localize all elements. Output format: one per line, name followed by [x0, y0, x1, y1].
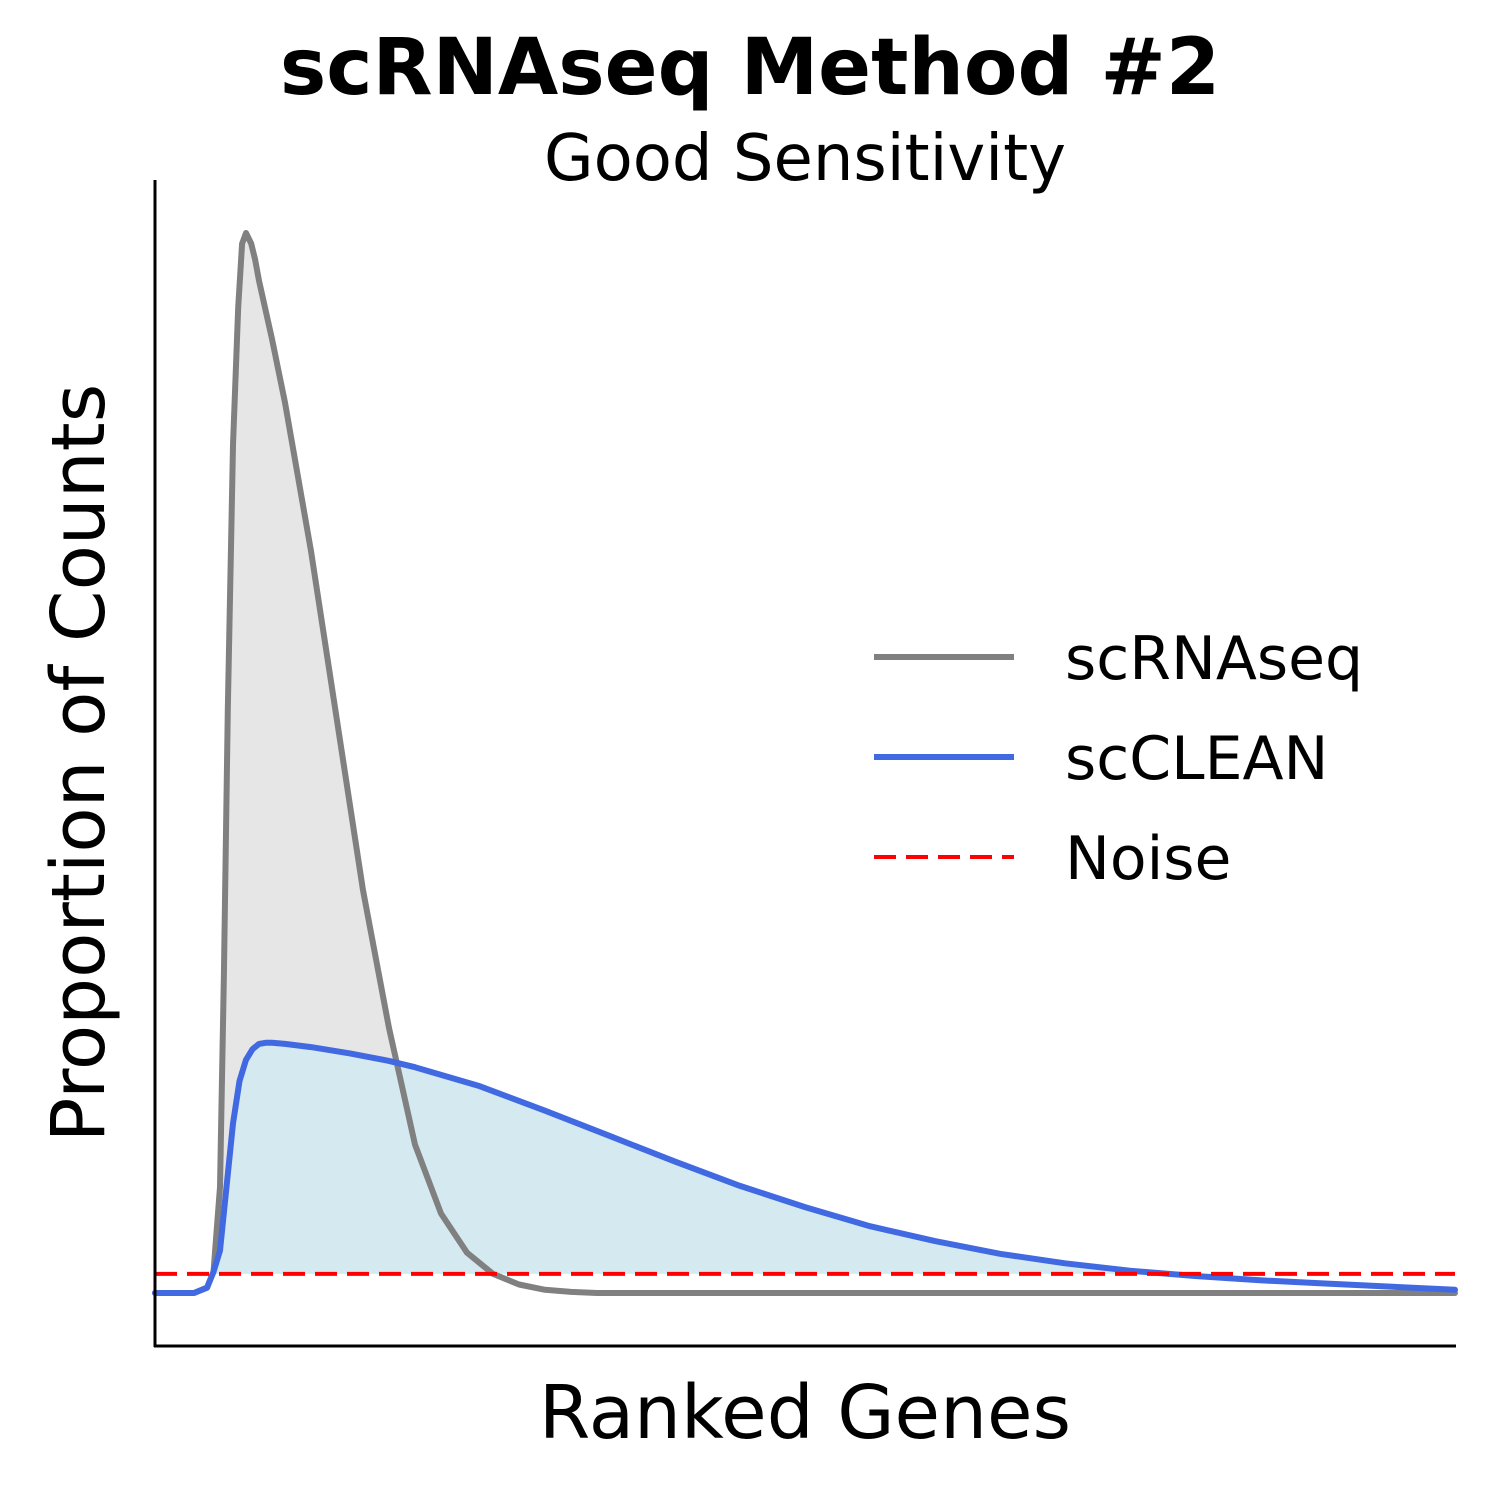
chart-title: scRNAseq Method #2	[280, 23, 1220, 113]
legend-label-scclean: scCLEAN	[1065, 724, 1328, 794]
scrnaseq-line	[152, 230, 1458, 1296]
plot-area	[152, 230, 1458, 1296]
legend-label-noise: Noise	[1065, 824, 1231, 894]
y-axis-label: Proportion of Counts	[36, 384, 122, 1143]
legend-label-scrnaseq: scRNAseq	[1065, 624, 1363, 694]
x-axis-label: Ranked Genes	[539, 1370, 1071, 1456]
scclean-line	[152, 1039, 1458, 1296]
scclean-area	[155, 1042, 1455, 1274]
legend: scRNAseq scCLEAN Noise	[874, 624, 1363, 894]
chart-subtitle: Good Sensitivity	[544, 122, 1066, 196]
